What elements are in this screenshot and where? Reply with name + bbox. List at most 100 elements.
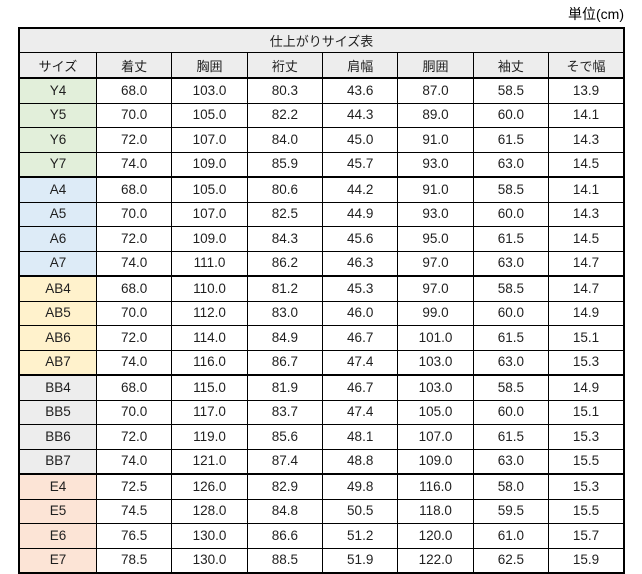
value-cell: 97.0 [397,275,474,302]
value-cell: 103.0 [397,349,474,376]
value-cell: 50.5 [322,498,399,524]
value-cell: 95.0 [397,226,474,252]
size-cell: BB6 [18,424,97,450]
column-header-sleeve: 袖丈 [472,52,550,79]
value-cell: 84.9 [246,325,324,351]
value-cell: 15.3 [548,473,625,500]
value-cell: 116.0 [397,473,474,500]
table-row: A4 68.0 105.0 80.6 44.2 91.0 58.5 14.1 [18,176,625,203]
value-cell: 85.9 [246,151,324,178]
value-cell: 60.0 [472,201,550,227]
value-cell: 74.0 [95,151,173,178]
value-cell: 14.9 [548,300,625,326]
value-cell: 45.0 [322,127,399,153]
value-cell: 46.0 [322,300,399,326]
value-cell: 14.3 [548,127,625,153]
value-cell: 15.9 [548,547,625,574]
table-row: AB5 70.0 112.0 83.0 46.0 99.0 60.0 14.9 [18,300,625,326]
value-cell: 61.5 [472,226,550,252]
size-cell: BB7 [18,448,97,475]
value-cell: 83.7 [246,399,324,425]
value-cell: 46.7 [322,325,399,351]
value-cell: 44.2 [322,176,399,203]
table-row: A6 72.0 109.0 84.3 45.6 95.0 61.5 14.5 [18,226,625,252]
value-cell: 15.3 [548,349,625,376]
size-cell: A4 [18,176,97,203]
value-cell: 58.5 [472,275,550,302]
value-cell: 116.0 [171,349,248,376]
value-cell: 13.9 [548,77,625,104]
value-cell: 43.6 [322,77,399,104]
value-cell: 119.0 [171,424,248,450]
value-cell: 15.1 [548,325,625,351]
size-cell: AB7 [18,349,97,376]
table-row: Y4 68.0 103.0 80.3 43.6 87.0 58.5 13.9 [18,77,625,104]
value-cell: 107.0 [171,127,248,153]
value-cell: 74.5 [95,498,173,524]
value-cell: 68.0 [95,176,173,203]
table-title: 仕上がりサイズ表 [18,27,625,53]
column-header-sleeve-width: そで幅 [548,52,625,79]
value-cell: 74.0 [95,448,173,475]
value-cell: 76.5 [95,523,173,549]
table-row: BB4 68.0 115.0 81.9 46.7 103.0 58.5 14.9 [18,374,625,401]
table-title-row: 仕上がりサイズ表 [18,27,625,53]
value-cell: 109.0 [171,226,248,252]
value-cell: 83.0 [246,300,324,326]
table-row: Y6 72.0 107.0 84.0 45.0 91.0 61.5 14.3 [18,127,625,153]
value-cell: 72.5 [95,473,173,500]
value-cell: 93.0 [397,151,474,178]
value-cell: 63.0 [472,448,550,475]
value-cell: 15.5 [548,498,625,524]
size-cell: AB4 [18,275,97,302]
value-cell: 46.3 [322,250,399,277]
value-cell: 105.0 [397,399,474,425]
size-cell: Y5 [18,102,97,128]
value-cell: 49.8 [322,473,399,500]
table-row: A5 70.0 107.0 82.5 44.9 93.0 60.0 14.3 [18,201,625,227]
value-cell: 14.1 [548,102,625,128]
value-cell: 109.0 [397,448,474,475]
size-cell: E7 [18,547,97,574]
table-row: AB7 74.0 116.0 86.7 47.4 103.0 63.0 15.3 [18,349,625,376]
value-cell: 48.1 [322,424,399,450]
table-row: Y5 70.0 105.0 82.2 44.3 89.0 60.0 14.1 [18,102,625,128]
value-cell: 48.8 [322,448,399,475]
value-cell: 58.5 [472,374,550,401]
table-row: E5 74.5 128.0 84.8 50.5 118.0 59.5 15.5 [18,498,625,524]
value-cell: 59.5 [472,498,550,524]
size-cell: A6 [18,226,97,252]
value-cell: 82.5 [246,201,324,227]
value-cell: 68.0 [95,374,173,401]
value-cell: 74.0 [95,250,173,277]
value-cell: 58.5 [472,77,550,104]
value-cell: 81.2 [246,275,324,302]
column-header-yuki: 裄丈 [246,52,324,79]
value-cell: 84.0 [246,127,324,153]
value-cell: 99.0 [397,300,474,326]
column-header-size: サイズ [18,52,97,79]
value-cell: 115.0 [171,374,248,401]
value-cell: 44.9 [322,201,399,227]
value-cell: 109.0 [171,151,248,178]
value-cell: 84.8 [246,498,324,524]
table-row: E6 76.5 130.0 86.6 51.2 120.0 61.0 15.7 [18,523,625,549]
value-cell: 112.0 [171,300,248,326]
value-cell: 44.3 [322,102,399,128]
value-cell: 15.1 [548,399,625,425]
value-cell: 47.4 [322,399,399,425]
table-row: BB7 74.0 121.0 87.4 48.8 109.0 63.0 15.5 [18,448,625,475]
column-header-chest: 胸囲 [171,52,248,79]
value-cell: 58.5 [472,176,550,203]
value-cell: 63.0 [472,151,550,178]
value-cell: 78.5 [95,547,173,574]
value-cell: 103.0 [171,77,248,104]
unit-label: 単位(cm) [568,6,624,22]
size-cell: E6 [18,523,97,549]
value-cell: 91.0 [397,176,474,203]
value-cell: 70.0 [95,201,173,227]
value-cell: 60.0 [472,102,550,128]
value-cell: 107.0 [171,201,248,227]
size-cell: A5 [18,201,97,227]
